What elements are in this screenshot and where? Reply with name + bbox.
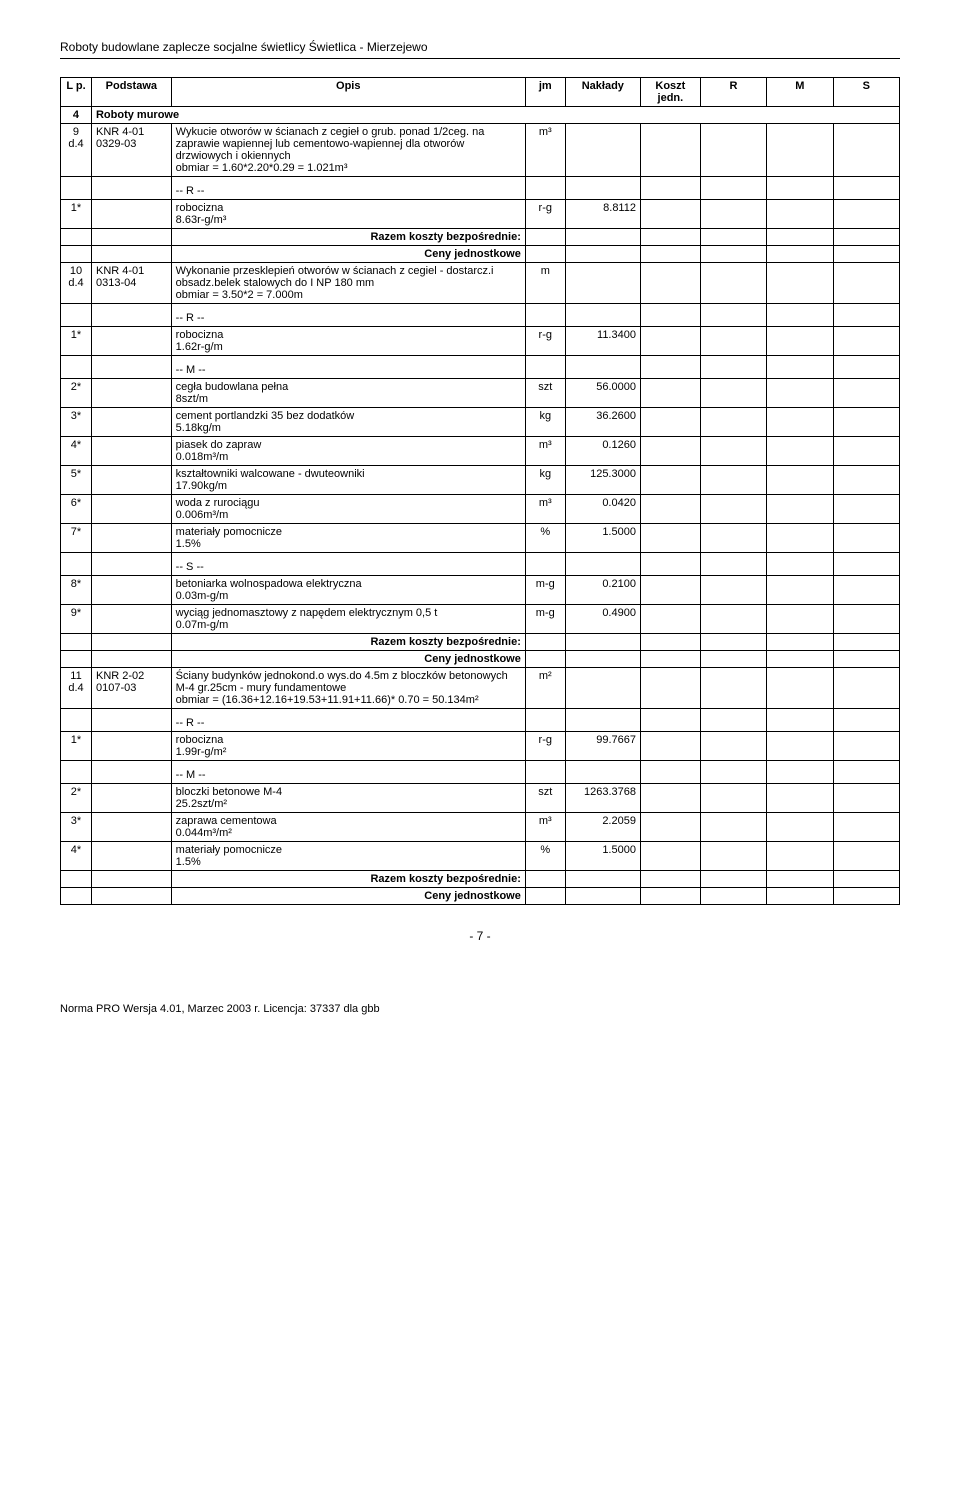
table-row: 4* materiały pomocnicze1.5% % 1.5000: [61, 842, 900, 871]
cj-label: Ceny jednostkowe: [171, 246, 525, 263]
lp-cell: 11 d.4: [61, 668, 92, 709]
table-row: 3* cement portlandzki 35 bez dodatków5.1…: [61, 408, 900, 437]
cj-label: Ceny jednostkowe: [171, 888, 525, 905]
table-row: 9* wyciąg jednomasztowy z napędem elektr…: [61, 605, 900, 634]
table-row: 9 d.4 KNR 4-01 0329-03 Wykucie otworów w…: [61, 124, 900, 177]
table-row: Razem koszty bezpośrednie:: [61, 229, 900, 246]
opis-cell: Wykucie otworów w ścianach z cegieł o gr…: [171, 124, 525, 177]
table-row: Ceny jednostkowe: [61, 651, 900, 668]
table-row: 1* robocizna1.62r-g/m r-g 11.3400: [61, 327, 900, 356]
jm-cell: m²: [525, 668, 565, 709]
table-row: 1* robocizna 8.63r-g/m³ r-g 8.8112: [61, 200, 900, 229]
table-row: 11 d.4 KNR 2-02 0107-03 Ściany budynków …: [61, 668, 900, 709]
table-row: Razem koszty bezpośrednie:: [61, 871, 900, 888]
podstawa-cell: KNR 2-02 0107-03: [91, 668, 171, 709]
jm-cell: r-g: [525, 200, 565, 229]
naklady-cell: 8.8112: [565, 200, 640, 229]
r-label: -- R --: [176, 185, 521, 197]
lp-cell: 10 d.4: [61, 263, 92, 304]
star-cell: 1*: [61, 200, 92, 229]
col-podstawa: Podstawa: [91, 78, 171, 107]
col-naklady: Nakłady: [565, 78, 640, 107]
cj-label: Ceny jednostkowe: [171, 651, 525, 668]
table-row: 1* robocizna1.99r-g/m² r-g 99.7667: [61, 732, 900, 761]
opis-cell: Wykonanie przesklepień otworów w ścianac…: [171, 263, 525, 304]
m-label: -- M --: [176, 364, 521, 376]
table-header-row: L p. Podstawa Opis jm Nakłady Koszt jedn…: [61, 78, 900, 107]
col-koszt: Koszt jedn.: [640, 78, 700, 107]
table-row: 10 d.4 KNR 4-01 0313-04 Wykonanie przesk…: [61, 263, 900, 304]
section-num: 4: [61, 107, 92, 124]
opis-cell: Ściany budynków jednokond.o wys.do 4.5m …: [171, 668, 525, 709]
table-row: 2* bloczki betonowe M-425.2szt/m² szt 12…: [61, 784, 900, 813]
table-row: 2* cegła budowlana pełna8szt/m szt 56.00…: [61, 379, 900, 408]
r-label: -- R --: [176, 312, 521, 324]
col-r: R: [700, 78, 766, 107]
item-text: robocizna: [176, 202, 224, 214]
col-lp: L p.: [61, 78, 92, 107]
table-row: Ceny jednostkowe: [61, 888, 900, 905]
table-row: -- M --: [61, 356, 900, 379]
rkb-label: Razem koszty bezpośrednie:: [171, 634, 525, 651]
table-row: Ceny jednostkowe: [61, 246, 900, 263]
table-row: -- R --: [61, 304, 900, 327]
table-row: -- S --: [61, 553, 900, 576]
col-opis: Opis: [171, 78, 525, 107]
m-label: -- M --: [176, 769, 521, 781]
table-row: 5* kształtowniki walcowane - dwuteowniki…: [61, 466, 900, 495]
rkb-label: Razem koszty bezpośrednie:: [171, 871, 525, 888]
doc-title: Roboty budowlane zaplecze socjalne świet…: [60, 40, 900, 59]
table-row: 7* materiały pomocnicze1.5% % 1.5000: [61, 524, 900, 553]
table-row: -- R --: [61, 709, 900, 732]
jm-cell: m: [525, 263, 565, 304]
table-row: -- M --: [61, 761, 900, 784]
r-label: -- R --: [176, 717, 521, 729]
col-jm: jm: [525, 78, 565, 107]
lp-cell: 9 d.4: [61, 124, 92, 177]
col-m: M: [767, 78, 833, 107]
table-row: 3* zaprawa cementowa0.044m³/m² m³ 2.2059: [61, 813, 900, 842]
jm-cell: m³: [525, 124, 565, 177]
section-row: 4 Roboty murowe: [61, 107, 900, 124]
section-title: Roboty murowe: [91, 107, 899, 124]
footer-text: Norma PRO Wersja 4.01, Marzec 2003 r. Li…: [60, 1003, 900, 1015]
table-row: Razem koszty bezpośrednie:: [61, 634, 900, 651]
col-s: S: [833, 78, 899, 107]
page-number: - 7 -: [60, 929, 900, 943]
table-row: 4* piasek do zapraw0.018m³/m m³ 0.1260: [61, 437, 900, 466]
table-row: 6* woda z rurociągu0.006m³/m m³ 0.0420: [61, 495, 900, 524]
cost-table: L p. Podstawa Opis jm Nakłady Koszt jedn…: [60, 77, 900, 905]
table-row: -- R --: [61, 177, 900, 200]
rkb-label: Razem koszty bezpośrednie:: [171, 229, 525, 246]
table-row: 8* betoniarka wolnospadowa elektryczna0.…: [61, 576, 900, 605]
item-rate: 8.63r-g/m³: [176, 214, 227, 226]
star-cell: 1*: [61, 327, 92, 356]
podstawa-cell: KNR 4-01 0329-03: [91, 124, 171, 177]
podstawa-cell: KNR 4-01 0313-04: [91, 263, 171, 304]
s-label: -- S --: [176, 561, 521, 573]
